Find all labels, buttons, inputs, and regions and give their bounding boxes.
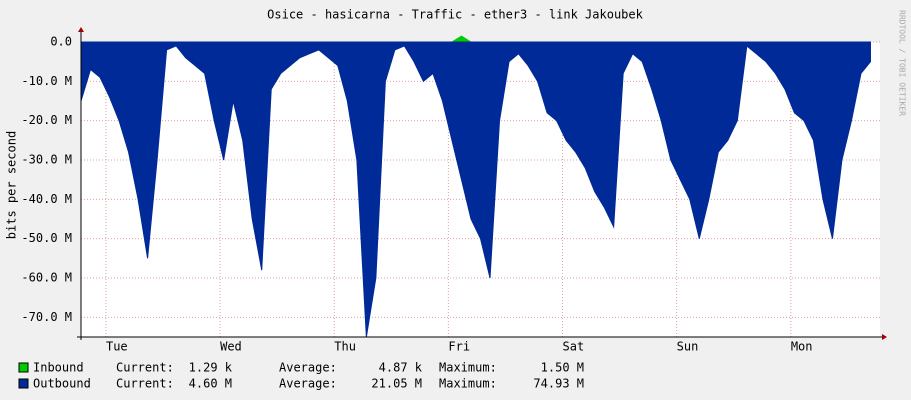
y-tick-label: 0.0 xyxy=(50,35,72,49)
legend-name: Outbound xyxy=(33,377,91,391)
x-tick-label: Mon xyxy=(791,340,813,354)
y-axis-arrow xyxy=(78,27,84,32)
watermark: RRDTOOL / TOBI OETIKER xyxy=(898,10,907,116)
legend-label: Maximum: xyxy=(439,361,497,375)
legend-label: Current: xyxy=(116,361,174,375)
y-tick-label: -20.0 M xyxy=(21,113,72,127)
legend-value: 74.93 M xyxy=(533,377,584,391)
y-axis-label: bits per second xyxy=(5,131,19,239)
legend-value: 4.87 k xyxy=(379,361,423,375)
legend-name: Inbound xyxy=(33,361,84,375)
y-tick-label: -10.0 M xyxy=(21,74,72,88)
legend-label: Maximum: xyxy=(439,377,497,391)
x-tick-label: Tue xyxy=(106,340,128,354)
legend-swatch xyxy=(18,362,29,373)
y-tick-label: -70.0 M xyxy=(21,310,72,324)
legend-swatch xyxy=(18,378,29,389)
x-tick-label: Wed xyxy=(220,340,242,354)
area-outbound xyxy=(80,41,871,338)
x-tick-label: Fri xyxy=(448,340,470,354)
legend-label: Average: xyxy=(279,377,337,391)
legend-value: 1.50 M xyxy=(541,361,584,375)
legend-value: 4.60 M xyxy=(189,377,232,391)
legend-label: Current: xyxy=(116,377,174,391)
x-tick-label: Sun xyxy=(677,340,699,354)
legend-value: 1.29 k xyxy=(189,361,233,375)
legend-label: Average: xyxy=(279,361,337,375)
y-tick-label: -60.0 M xyxy=(21,271,72,285)
y-tick-label: -50.0 M xyxy=(21,231,72,245)
legend-value: 21.05 M xyxy=(371,377,422,391)
chart-title: Osice - hasicarna - Traffic - ether3 - l… xyxy=(267,8,643,22)
y-tick-label: -40.0 M xyxy=(21,192,72,206)
y-tick-label: -30.0 M xyxy=(21,153,72,167)
x-tick-label: Thu xyxy=(334,340,356,354)
x-tick-label: Sat xyxy=(563,340,585,354)
x-axis-arrow xyxy=(882,334,887,340)
